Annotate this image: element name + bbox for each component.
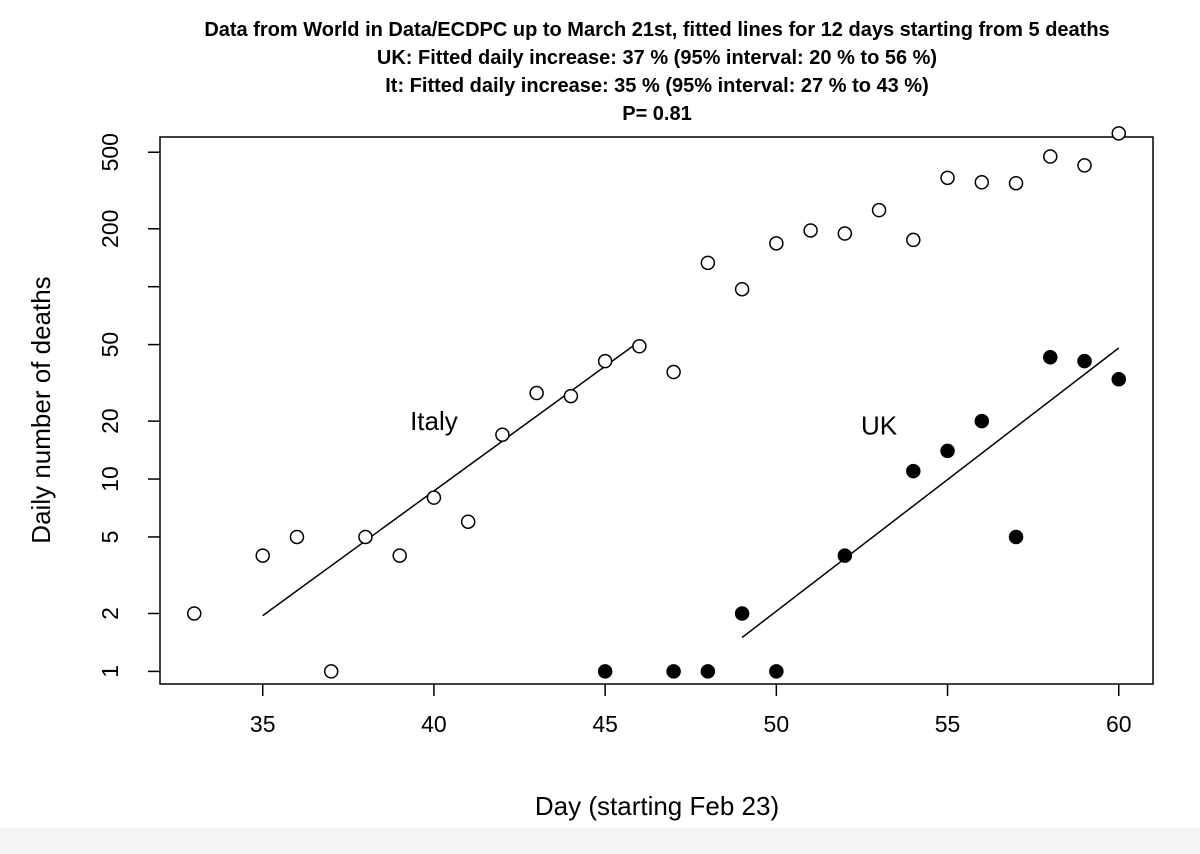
open-data-point — [666, 364, 681, 380]
open-data-point — [358, 529, 373, 545]
filled-data-point — [1008, 529, 1024, 545]
plot-frame — [159, 136, 1154, 685]
open-data-point — [255, 548, 270, 563]
open-data-point — [1043, 149, 1058, 164]
open-data-point — [460, 514, 476, 529]
chart-title: Data from World in Data/ECDPC up to Marc… — [204, 19, 1109, 125]
open-data-point — [769, 236, 784, 251]
open-data-point — [632, 339, 647, 354]
filled-data-point — [906, 463, 921, 479]
y-tick-label: 500 — [97, 133, 123, 171]
filled-data-point — [597, 664, 613, 679]
data-points — [186, 126, 1127, 679]
filled-data-point — [1043, 349, 1058, 365]
annotation-label: UK — [861, 410, 898, 440]
x-axis: 35 40 45 50 55 60 — [250, 684, 1132, 737]
y-tick-label: 10 — [97, 466, 123, 492]
open-data-point — [837, 226, 853, 241]
x-tick-label: 50 — [764, 711, 790, 737]
open-data-point — [974, 175, 990, 190]
filled-data-point — [769, 664, 784, 679]
y-axis-label: Daily number of deaths — [26, 276, 56, 543]
filled-data-point — [700, 664, 716, 679]
bottom-strip — [0, 828, 1200, 854]
open-data-point — [803, 223, 818, 238]
open-data-point — [529, 385, 544, 401]
open-data-point — [186, 606, 202, 621]
filled-data-point — [837, 548, 853, 563]
x-tick-label: 55 — [935, 711, 961, 737]
open-data-point — [563, 388, 579, 404]
y-tick-label: 50 — [97, 332, 123, 358]
filled-data-point — [1111, 372, 1127, 387]
open-data-point — [906, 232, 921, 248]
open-data-point — [734, 281, 750, 297]
y-axis: 1 2 5 10 20 50 200 500 — [97, 133, 160, 678]
open-data-point — [940, 170, 955, 186]
x-tick-label: 60 — [1106, 711, 1132, 737]
x-axis-label: Day (starting Feb 23) — [535, 791, 779, 821]
fit-lines — [262, 340, 1120, 639]
open-data-point — [323, 664, 339, 679]
y-tick-label: 20 — [97, 408, 123, 434]
fit-line-1 — [262, 340, 640, 617]
filled-data-point — [974, 413, 990, 429]
open-data-point — [1111, 126, 1127, 141]
x-tick-label: 35 — [250, 711, 276, 737]
open-data-point — [700, 255, 716, 271]
open-data-point — [871, 202, 887, 218]
fit-line-2 — [741, 347, 1120, 639]
filled-data-point — [666, 664, 681, 679]
y-tick-label: 2 — [97, 607, 123, 620]
y-tick-label: 5 — [97, 531, 123, 544]
title-line-1: Data from World in Data/ECDPC up to Marc… — [204, 19, 1109, 41]
x-tick-label: 40 — [421, 711, 447, 737]
title-line-4: P= 0.81 — [622, 103, 692, 125]
y-tick-label: 1 — [97, 665, 123, 678]
open-data-point — [289, 529, 305, 545]
open-data-point — [597, 353, 613, 369]
open-data-point — [1008, 175, 1024, 191]
open-data-point — [392, 548, 407, 563]
annotation-label: Italy — [410, 406, 458, 436]
filled-data-point — [734, 606, 750, 621]
title-line-3: It: Fitted daily increase: 35 % (95% int… — [385, 75, 929, 97]
open-data-point — [495, 427, 510, 442]
open-data-point — [1077, 158, 1092, 173]
filled-data-point — [940, 443, 955, 459]
open-data-point — [426, 490, 442, 505]
filled-data-point — [1077, 353, 1092, 369]
annotations: Italy UK — [410, 406, 898, 440]
y-tick-label: 200 — [97, 210, 123, 248]
title-line-2: UK: Fitted daily increase: 37 % (95% int… — [377, 47, 937, 69]
x-tick-label: 45 — [592, 711, 618, 737]
